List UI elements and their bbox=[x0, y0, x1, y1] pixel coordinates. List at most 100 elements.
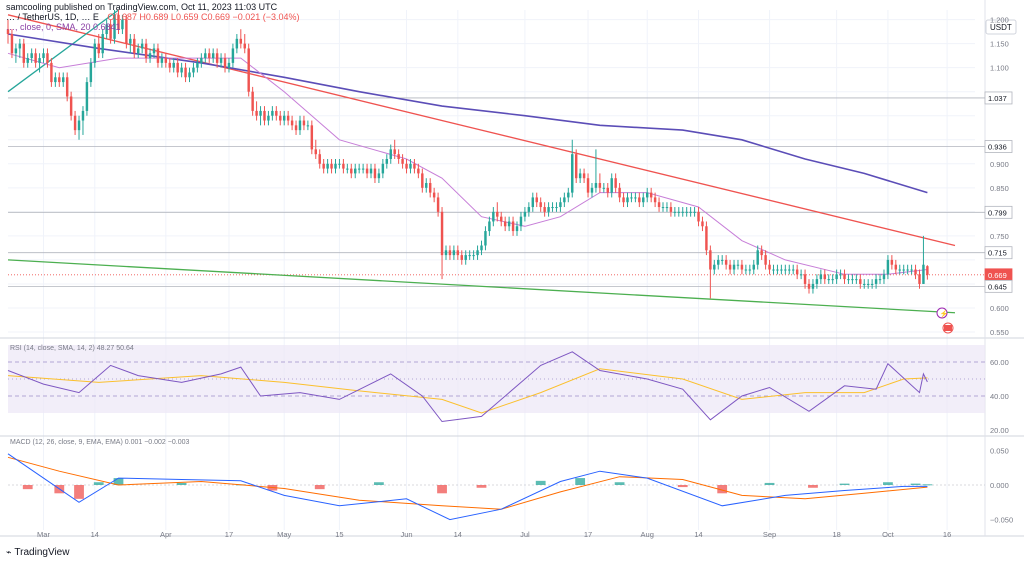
candle-body bbox=[397, 154, 400, 159]
candle-body bbox=[85, 82, 89, 111]
candle-body bbox=[235, 38, 239, 49]
macd-histogram-bar bbox=[176, 482, 187, 485]
candle-body bbox=[77, 120, 81, 131]
candle-body bbox=[602, 187, 606, 189]
candle-body bbox=[109, 24, 112, 39]
candle-body bbox=[503, 221, 507, 227]
candle-body bbox=[831, 279, 834, 281]
candle-body bbox=[306, 125, 310, 127]
rsi-tick-label: 20.00 bbox=[990, 426, 1009, 435]
candle-body bbox=[480, 245, 483, 251]
candle-body bbox=[425, 183, 428, 188]
candle-body bbox=[14, 48, 18, 54]
price-badge-label: 0.669 bbox=[988, 271, 1007, 280]
candle-body bbox=[736, 264, 740, 266]
horizontal-levels bbox=[8, 97, 985, 287]
candle-body bbox=[728, 264, 732, 270]
time-tick-label: May bbox=[277, 530, 291, 539]
candle-body bbox=[669, 207, 673, 212]
candle-body bbox=[717, 259, 720, 265]
candle-body bbox=[436, 197, 440, 212]
macd-histogram-bar bbox=[808, 485, 818, 488]
ma-fast-line bbox=[7, 52, 928, 275]
candle-body bbox=[756, 250, 759, 265]
time-tick-label: Apr bbox=[160, 530, 172, 539]
time-tick-label: Jun bbox=[400, 530, 412, 539]
candle-body bbox=[630, 197, 633, 199]
candle-body bbox=[65, 77, 69, 97]
candle-body bbox=[803, 274, 807, 284]
time-axis[interactable]: Mar 14 Apr 17 May 15 Jun 14 Jul 17 Aug 14 Sep 18 Oct 16 bbox=[37, 530, 951, 539]
candle-body bbox=[531, 197, 535, 208]
candle-body bbox=[432, 192, 436, 198]
brand: ⌁ TradingView bbox=[6, 547, 69, 558]
candle-body bbox=[724, 259, 728, 265]
candle-body bbox=[590, 187, 594, 193]
candle-body bbox=[73, 115, 77, 131]
candle-body bbox=[192, 67, 195, 73]
rsi-ma-line bbox=[7, 368, 928, 414]
macd-histogram-bar bbox=[839, 483, 850, 485]
price-badge-label: 0.715 bbox=[988, 249, 1007, 258]
candle-body bbox=[622, 197, 625, 203]
candle-body bbox=[527, 207, 531, 212]
candle-body bbox=[421, 173, 424, 188]
candle-body bbox=[598, 183, 602, 188]
macd-histogram-bar bbox=[764, 482, 775, 485]
candle-body bbox=[484, 231, 487, 246]
price-badge-label: 0.645 bbox=[988, 282, 1007, 291]
candle-body bbox=[405, 163, 408, 169]
publisher-text: samcooling published on TradingView.com,… bbox=[6, 2, 278, 12]
tradingview-logo-icon: ⌁ bbox=[6, 547, 12, 557]
price-badge-label: 0.936 bbox=[988, 142, 1007, 151]
candle-body bbox=[898, 269, 901, 271]
candle-body bbox=[334, 163, 337, 169]
candle-body bbox=[440, 211, 444, 256]
candle-body bbox=[772, 269, 775, 271]
brand-name: TradingView bbox=[14, 547, 70, 558]
candle-body bbox=[863, 283, 866, 285]
candle-body bbox=[385, 158, 389, 164]
candle-body bbox=[519, 216, 523, 227]
candle-body bbox=[886, 259, 890, 275]
candle-body bbox=[839, 274, 842, 276]
candle-body bbox=[298, 120, 302, 131]
support-trendline bbox=[7, 259, 956, 314]
candle-body bbox=[350, 168, 353, 174]
candle-body bbox=[468, 255, 471, 257]
candle-body bbox=[795, 269, 799, 275]
candle-body bbox=[890, 259, 894, 265]
lightning-event-icon bbox=[936, 307, 948, 319]
candle-body bbox=[188, 72, 191, 78]
candle-body bbox=[255, 110, 258, 116]
candle-body bbox=[231, 48, 235, 63]
candle-body bbox=[34, 53, 37, 63]
candle-body bbox=[97, 43, 100, 54]
currency-button bbox=[985, 19, 1017, 35]
macd-histogram-bar bbox=[437, 485, 447, 494]
candle-body bbox=[275, 110, 278, 116]
candle-body bbox=[136, 48, 140, 54]
candle-body bbox=[926, 266, 929, 275]
price-tick-label: 0.600 bbox=[990, 304, 1009, 313]
symbol-text: … / TetherUS, 1D, … E bbox=[6, 12, 99, 22]
price-badge bbox=[984, 246, 1013, 260]
macd-signal-line bbox=[7, 456, 928, 510]
time-tick-label: 18 bbox=[832, 530, 840, 539]
candle-body bbox=[381, 163, 385, 174]
price-tick-label: 0.550 bbox=[990, 328, 1009, 337]
candle-body bbox=[294, 125, 298, 131]
candle-body bbox=[338, 163, 341, 165]
candle-body bbox=[330, 163, 333, 169]
price-badge bbox=[984, 140, 1013, 153]
candles bbox=[6, 10, 929, 299]
macd-histogram-bar bbox=[476, 485, 487, 488]
candle-body bbox=[227, 62, 231, 68]
symbol-line: … / TetherUS, 1D, … E O0.687 H0.689 L0.6… bbox=[6, 12, 300, 22]
candle-body bbox=[843, 274, 846, 280]
macd-panel: MACD (12, 26, close, 9, EMA, EMA) 0.001 … bbox=[7, 439, 985, 521]
candle-body bbox=[38, 58, 41, 63]
candle-body bbox=[732, 264, 736, 270]
